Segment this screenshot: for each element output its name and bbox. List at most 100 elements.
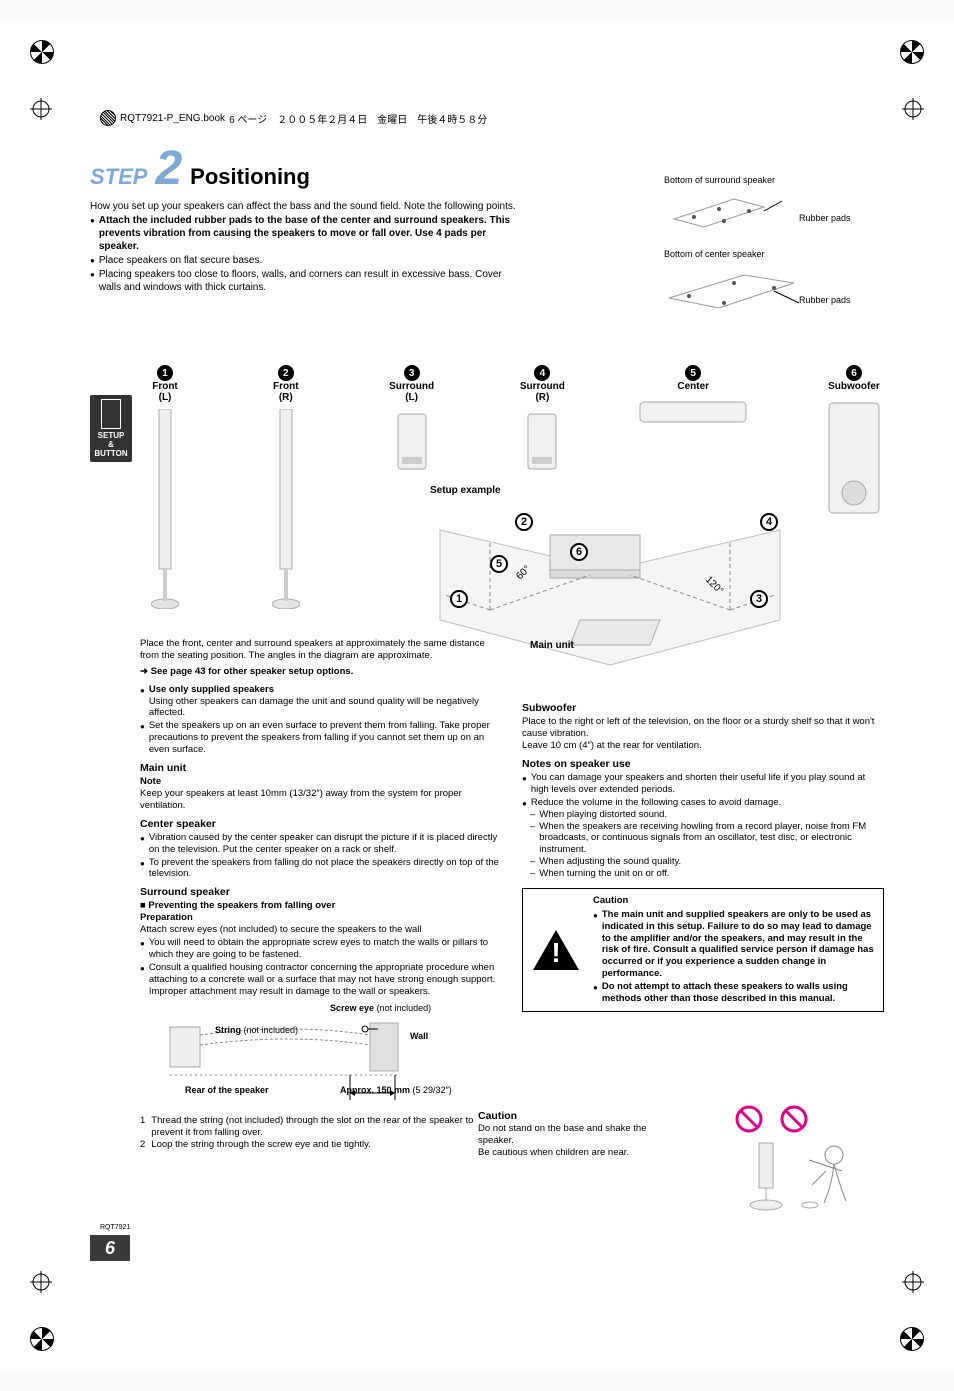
note-label: Note: [140, 776, 502, 788]
screw-eye-diagram: Screw eye (not included) String (not inc…: [140, 1003, 460, 1113]
speaker-num: 5: [685, 365, 701, 381]
cross-mark-icon: [902, 1271, 924, 1293]
placement-note: Place the front, center and surround spe…: [140, 638, 502, 662]
wall-l: Wall: [410, 1031, 428, 1042]
screw-eye-l: Screw eye: [330, 1003, 374, 1013]
caution-b1: The main unit and supplied speakers are …: [602, 909, 875, 980]
reg-mark-icon: [900, 1327, 924, 1351]
prep-b2: Consult a qualified housing contractor c…: [149, 962, 502, 998]
sidebar-tab: SETUP & BUTTON: [90, 395, 132, 462]
main-unit-h: Main unit: [140, 762, 502, 775]
intro-b1: Attach the included rubber pads to the b…: [99, 214, 520, 253]
notes-b1: You can damage your speakers and shorten…: [531, 772, 884, 796]
speaker-num: 4: [534, 365, 550, 381]
see-page-link: See page 43 for other speaker setup opti…: [140, 666, 502, 678]
speaker-name: Front (L): [135, 381, 195, 403]
thread-step: Thread the string (not included) through…: [151, 1115, 502, 1139]
warning-triangle-icon: !: [531, 928, 581, 972]
notes-d4: When turning the unit on or off.: [539, 868, 669, 880]
source-date: 6 ページ ２００５年２月４日 金曜日 午後４時５８分: [229, 111, 487, 126]
center-b2: To prevent the speakers from falling do …: [149, 857, 502, 881]
body-columns: Place the front, center and surround spe…: [140, 638, 884, 1151]
notes-d2: When the speakers are receiving howling …: [539, 821, 884, 857]
source-file: RQT7921-P_ENG.book: [120, 113, 225, 124]
bottom-caution: Caution Do not stand on the base and sha…: [478, 1110, 678, 1159]
speaker-num: 3: [404, 365, 420, 381]
source-header: RQT7921-P_ENG.book 6 ページ ２００５年２月４日 金曜日 午…: [100, 110, 874, 126]
speaker-num: 1: [157, 365, 173, 381]
main-unit-t: Keep your speakers at least 10mm (13/32″…: [140, 788, 502, 812]
notes-d3: When adjusting the sound quality.: [539, 856, 681, 868]
use-only-t: Using other speakers can damage the unit…: [149, 696, 479, 719]
page: RQT7921-P_ENG.book 6 ページ ２００５年２月４日 金曜日 午…: [0, 20, 954, 1371]
sidebar-setup: SETUP: [98, 431, 125, 440]
speaker-num: 2: [278, 365, 294, 381]
tower-speaker-icon: [272, 409, 300, 609]
caution-h: Caution: [478, 1110, 678, 1123]
center-speaker-icon: [638, 398, 748, 426]
room-marker-3: 3: [750, 590, 768, 608]
ni-1: (not included): [377, 1003, 432, 1013]
rear-l: Rear of the speaker: [185, 1085, 269, 1096]
center-pad-icon: [664, 263, 884, 318]
reg-mark-icon: [30, 1327, 54, 1351]
page-number: 6: [90, 1235, 130, 1261]
speaker-name: Surround (R): [507, 381, 577, 403]
step-title: Positioning: [190, 164, 310, 190]
surround-bottom-label: Bottom of surround speaker: [664, 175, 884, 185]
intro-lead: How you set up your speakers can affect …: [90, 200, 520, 213]
room-marker-6: 6: [570, 543, 588, 561]
step-label: STEP: [90, 164, 147, 190]
approx-sub: (5 29/32″): [413, 1085, 452, 1095]
caution-b2: Do not attempt to attach these speakers …: [602, 981, 875, 1005]
loop-step: Loop the string through the screw eye an…: [151, 1139, 371, 1151]
intro-b3: Placing speakers too close to floors, wa…: [99, 268, 520, 294]
bookshelf-speaker-icon: [516, 409, 568, 479]
caution-t1: Do not stand on the base and shake the s…: [478, 1123, 678, 1147]
bookshelf-speaker-icon: [386, 409, 438, 479]
subwoofer-t2: Leave 10 cm (4″) at the rear for ventila…: [522, 740, 884, 752]
sidebar-button: BUTTON: [94, 449, 127, 458]
speaker-name: Front (R): [256, 381, 316, 403]
surround-pad-icon: [664, 189, 884, 239]
step-number: 2: [155, 150, 182, 188]
caution-t2: Be cautious when children are near.: [478, 1147, 678, 1159]
room-marker-5: 5: [490, 555, 508, 573]
child-caution-icon: [724, 1105, 884, 1215]
speaker-num: 6: [846, 365, 862, 381]
caution-title: Caution: [593, 895, 875, 907]
left-column: Place the front, center and surround spe…: [140, 638, 502, 1151]
notes-b2: Reduce the volume in the following cases…: [531, 797, 781, 809]
subwoofer-icon: [819, 398, 889, 528]
tower-speaker-icon: [151, 409, 179, 609]
intro-text: How you set up your speakers can affect …: [90, 200, 520, 294]
notes-d1: When playing distorted sound.: [539, 809, 667, 821]
surround-speaker-h: Surround speaker: [140, 886, 502, 899]
subwoofer-h: Subwoofer: [522, 702, 884, 715]
center-b1: Vibration caused by the center speaker c…: [149, 832, 502, 856]
string-l: String: [215, 1025, 241, 1035]
rubber-pads-diagram: Bottom of surround speaker Rubber pads B…: [664, 175, 884, 318]
reg-mark-icon: [30, 40, 54, 64]
prevent-h: Preventing the speakers from falling ove…: [148, 900, 335, 911]
rqt-code: RQT7921: [100, 1224, 130, 1231]
svg-text:!: !: [551, 937, 560, 968]
center-speaker-h: Center speaker: [140, 818, 502, 831]
reg-mark-icon: [900, 40, 924, 64]
room-marker-2: 2: [515, 513, 533, 531]
prep-b1: You will need to obtain the appropriate …: [149, 937, 502, 961]
cross-mark-icon: [902, 98, 924, 120]
pads-label-2: Rubber pads: [799, 295, 851, 305]
room-marker-4: 4: [760, 513, 778, 531]
setup-example-title: Setup example: [430, 485, 790, 496]
room-marker-1: 1: [450, 590, 468, 608]
sidebar-amp: &: [108, 440, 114, 449]
pads-label-1: Rubber pads: [799, 213, 851, 223]
approx-l: Approx. 150 mm: [340, 1085, 410, 1095]
subwoofer-t1: Place to the right or left of the televi…: [522, 716, 884, 740]
notes-h: Notes on speaker use: [522, 758, 884, 771]
speaker-name: Surround (L): [377, 381, 447, 403]
ni-2: (not included): [244, 1025, 299, 1035]
cross-mark-icon: [30, 98, 52, 120]
right-column: Subwoofer Place to the right or left of …: [522, 638, 884, 1151]
